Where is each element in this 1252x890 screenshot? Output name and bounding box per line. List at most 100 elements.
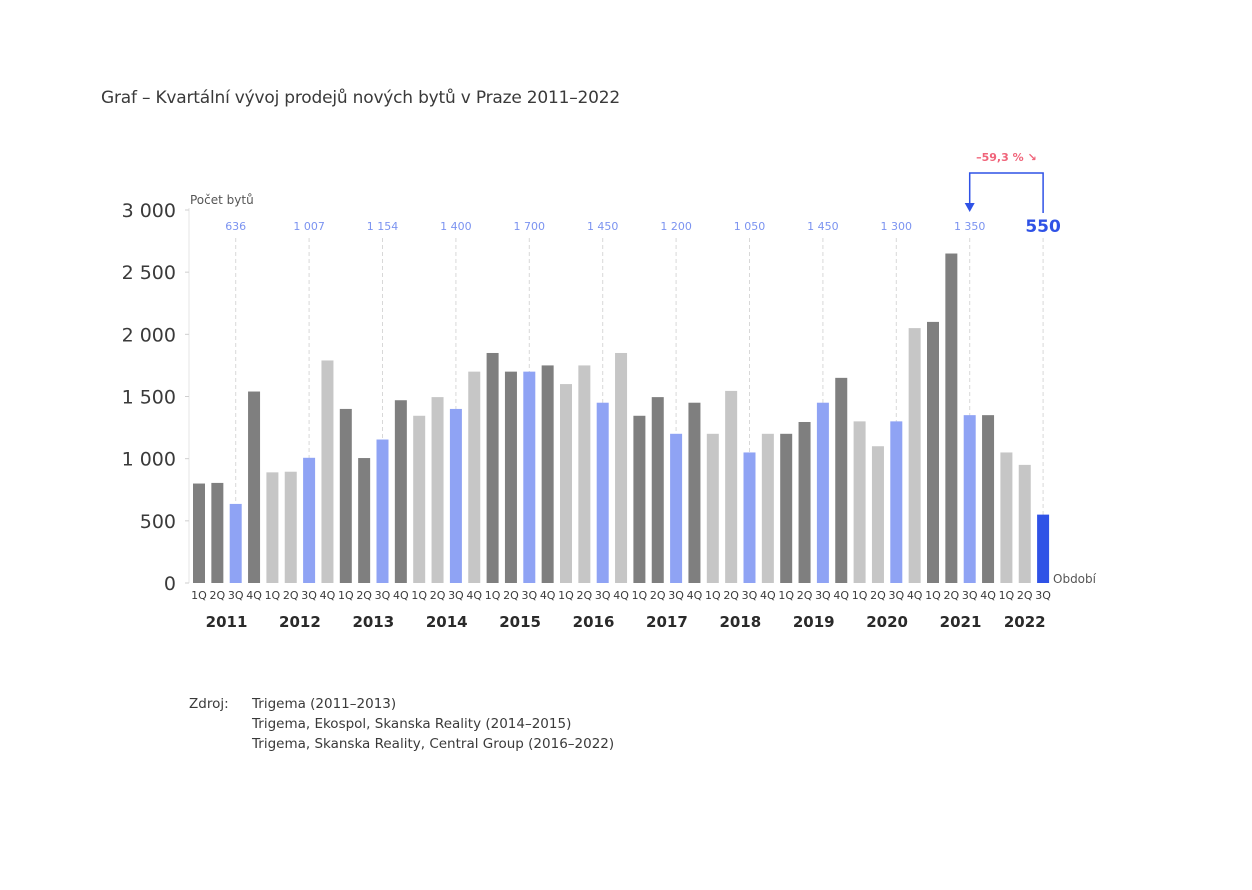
y-tick-label: 500 [140, 511, 176, 533]
x-year-label: 2016 [573, 613, 615, 631]
q3-value-label: 636 [225, 220, 246, 233]
source-line: Trigema, Skanska Reality, Central Group … [252, 736, 615, 752]
bar [725, 390, 738, 583]
bar [486, 352, 499, 583]
q3-value-label: 1 007 [293, 220, 325, 233]
x-quarter-label: 4Q [393, 589, 409, 602]
x-quarter-label: 1Q [852, 589, 868, 602]
x-quarter-label: 3Q [742, 589, 758, 602]
bar [963, 415, 976, 583]
q3-annotations: 636 1 007 1 154 1 400 1 700 1 450 1 200 1 050 1 … [225, 217, 1061, 237]
x-quarter-label: 3Q [521, 589, 537, 602]
bar [780, 433, 793, 583]
bar [284, 471, 297, 583]
bar [816, 402, 829, 583]
bar [706, 433, 719, 583]
change-bracket [968, 172, 1044, 213]
x-year-label: 2013 [352, 613, 394, 631]
change-label: –59,3 % ↘ [976, 151, 1037, 164]
x-year-label: 2017 [646, 613, 688, 631]
x-quarter-label: 3Q [888, 589, 904, 602]
y-axis: 0 500 1 000 1 500 2 000 2 500 3 000 Počet bytů [122, 193, 254, 595]
x-quarter-label: 2Q [210, 589, 226, 602]
bar [431, 397, 444, 583]
x-quarter-label: 1Q [338, 589, 354, 602]
change-indicator: –59,3 % ↘ [964, 151, 1044, 213]
change-arrow-icon [964, 203, 975, 212]
x-quarter-label: 4Q [833, 589, 849, 602]
bar [229, 503, 242, 583]
x-quarter-label: 3Q [1035, 589, 1051, 602]
x-quarter-label: 1Q [632, 589, 648, 602]
y-tick-label: 2 000 [122, 324, 176, 346]
bar [651, 397, 664, 583]
x-quarter-label: 4Q [320, 589, 336, 602]
x-quarter-label: 1Q [705, 589, 721, 602]
x-quarter-label: 2Q [723, 589, 739, 602]
x-quarter-label: 1Q [558, 589, 574, 602]
y-tick-label: 1 000 [122, 449, 176, 471]
source-line: Trigema, Ekospol, Skanska Reality (2014–… [252, 716, 572, 732]
bar [1000, 452, 1013, 583]
bar [982, 415, 995, 583]
bar [908, 328, 921, 583]
q3-value-label: 1 050 [734, 220, 766, 233]
bar [394, 400, 407, 583]
bar [798, 421, 811, 583]
q3-value-label: 1 300 [881, 220, 913, 233]
bar [523, 371, 536, 583]
x-year-label: 2011 [206, 613, 248, 631]
x-quarter-label: 2Q [797, 589, 813, 602]
q3-value-label: 1 400 [440, 220, 472, 233]
x-quarter-label: 4Q [613, 589, 629, 602]
x-quarter-label: 2Q [650, 589, 666, 602]
bar [835, 377, 848, 583]
q3-value-label: 1 350 [954, 220, 986, 233]
x-quarter-label: 2Q [944, 589, 960, 602]
x-quarter-label: 4Q [246, 589, 262, 602]
x-quarter-label: 2Q [1017, 589, 1033, 602]
bar [945, 253, 958, 583]
x-quarter-label: 4Q [760, 589, 776, 602]
q3-value-label: 550 [1025, 217, 1061, 237]
bar [449, 408, 462, 583]
bar [541, 365, 554, 583]
bar [615, 352, 628, 583]
bar [853, 421, 866, 583]
x-quarter-label: 2Q [283, 589, 299, 602]
x-quarter-label: 1Q [191, 589, 207, 602]
bar [890, 421, 903, 583]
bar [468, 371, 481, 583]
bar [596, 402, 609, 583]
bar [266, 472, 279, 583]
y-tick-label: 2 500 [122, 262, 176, 284]
x-year-label: 2018 [719, 613, 761, 631]
x-quarter-label: 3Q [815, 589, 831, 602]
bar [1037, 514, 1050, 583]
x-quarter-label: 1Q [925, 589, 941, 602]
bar [339, 408, 352, 583]
bar [1018, 464, 1031, 583]
bar [560, 384, 572, 583]
x-quarter-label: 2Q [503, 589, 519, 602]
bar [193, 483, 205, 583]
x-quarter-label: 4Q [687, 589, 703, 602]
x-year-label: 2019 [793, 613, 835, 631]
y-axis-label: Počet bytů [190, 193, 254, 207]
x-quarter-label: 3Q [301, 589, 317, 602]
x-quarter-label: 3Q [228, 589, 244, 602]
x-quarter-label: 2Q [430, 589, 446, 602]
bar [321, 360, 334, 583]
bar [688, 402, 701, 583]
x-quarter-label: 4Q [907, 589, 923, 602]
q3-value-label: 1 200 [660, 220, 692, 233]
x-year-label: 2021 [940, 613, 982, 631]
y-tick-label: 0 [164, 573, 176, 595]
x-year-label: 2012 [279, 613, 321, 631]
x-quarter-label: 1Q [485, 589, 501, 602]
x-axis: 1Q 2Q 3Q 4Q 1Q 2Q 3Q 4Q 1Q 2Q 3Q 4Q 1Q 2Q 3Q 4Q 1Q 2Q 3Q 4Q… [191, 572, 1096, 631]
x-quarter-label: 3Q [448, 589, 464, 602]
bar [413, 415, 426, 583]
bar [358, 458, 371, 583]
